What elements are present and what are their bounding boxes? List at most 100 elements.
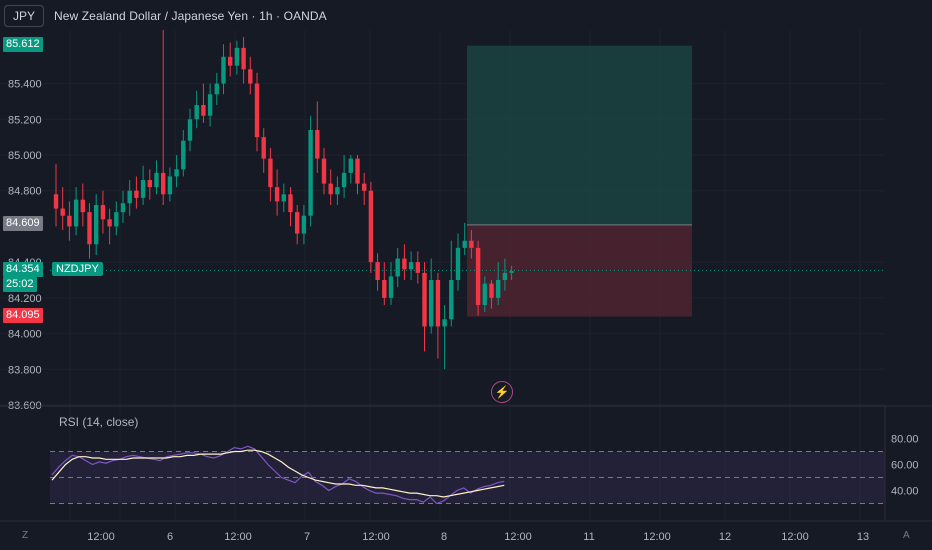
candle-body bbox=[462, 240, 467, 248]
candle-body bbox=[489, 283, 494, 298]
candle-body bbox=[73, 199, 79, 227]
candle-body bbox=[80, 199, 85, 213]
candle-body bbox=[53, 194, 59, 209]
time-tick-label: 11 bbox=[583, 531, 594, 543]
stop-price-badge: 84.095 bbox=[3, 308, 43, 323]
candle-body bbox=[187, 119, 193, 141]
candle-body bbox=[415, 262, 420, 273]
symbol-badge: NZDJPY bbox=[52, 262, 103, 276]
price-tick-label: 85.000 bbox=[8, 150, 42, 162]
current-price-badge: 84.354 bbox=[3, 262, 43, 277]
candle-body bbox=[288, 194, 293, 213]
rsi-axis: 80.00 60.00 40.00 bbox=[891, 434, 919, 498]
candle-body bbox=[127, 190, 132, 204]
entry-price-badge: 84.609 bbox=[3, 216, 43, 231]
candle-body bbox=[429, 280, 434, 327]
candle-body bbox=[362, 183, 367, 191]
price-tick-label: 84.000 bbox=[8, 329, 42, 341]
candle-body bbox=[214, 83, 219, 95]
candle-body bbox=[261, 137, 266, 159]
rsi-ma-line bbox=[51, 449, 505, 498]
candle-body bbox=[114, 212, 119, 227]
chart-header: JPY New Zealand Dollar / Japanese Yen · … bbox=[4, 4, 327, 28]
price-tick-label: 84.800 bbox=[8, 186, 42, 198]
candle-body bbox=[455, 247, 461, 280]
candle-body bbox=[221, 56, 226, 84]
candle-body bbox=[241, 47, 246, 70]
candle-body bbox=[315, 130, 320, 159]
profit-zone bbox=[467, 45, 692, 225]
auto-scale-corner[interactable]: A bbox=[903, 530, 910, 541]
price-axis: 85.40085.20085.00084.80084.40084.20084.0… bbox=[8, 79, 42, 412]
rsi-tick-label: 80.00 bbox=[891, 434, 919, 446]
price-tick-label: 85.200 bbox=[8, 114, 42, 126]
candle-body bbox=[120, 203, 126, 213]
candle-body bbox=[134, 190, 139, 198]
rsi-label[interactable]: RSI (14, close) bbox=[59, 415, 139, 429]
candle-body bbox=[402, 258, 407, 270]
candle-body bbox=[201, 105, 206, 116]
candle-body bbox=[107, 219, 112, 227]
candle-body bbox=[375, 262, 380, 280]
candle-body bbox=[60, 208, 65, 216]
candle-body bbox=[335, 187, 340, 195]
time-tick-label: 6 bbox=[167, 531, 173, 543]
currency-pill[interactable]: JPY bbox=[4, 5, 45, 27]
time-tick-label: 8 bbox=[441, 531, 447, 543]
candle-body bbox=[228, 56, 233, 66]
candle-body bbox=[341, 172, 347, 188]
candle-body bbox=[161, 172, 166, 195]
target-price-badge: 85.612 bbox=[3, 37, 43, 52]
timezone-corner[interactable]: Z bbox=[22, 530, 29, 541]
candle-body bbox=[301, 215, 307, 234]
candle-body bbox=[194, 105, 199, 120]
candle-body bbox=[207, 94, 213, 116]
candle-body bbox=[87, 212, 92, 245]
candle-body bbox=[388, 276, 394, 298]
time-tick-label: 12:00 bbox=[362, 531, 390, 543]
price-tick-label: 85.400 bbox=[8, 79, 42, 91]
candle-body bbox=[502, 272, 508, 280]
time-tick-label: 12:00 bbox=[643, 531, 671, 543]
time-tick-label: 12:00 bbox=[504, 531, 532, 543]
candle-body bbox=[382, 280, 387, 298]
time-axis: 12:00 6 12:00 7 12:00 8 12:00 11 12:00 12 12:00 13 bbox=[0, 520, 932, 543]
bolt-icon[interactable]: ⚡ bbox=[491, 381, 513, 403]
rsi-tick-label: 60.00 bbox=[891, 460, 919, 472]
candle-body bbox=[449, 280, 454, 320]
candle-body bbox=[348, 158, 353, 173]
candle-body bbox=[395, 258, 400, 277]
candle-body bbox=[435, 280, 441, 327]
candle-body bbox=[268, 158, 273, 188]
candle-body bbox=[248, 69, 253, 84]
grid-lines bbox=[0, 30, 885, 520]
candle-body bbox=[147, 180, 152, 188]
candle-body bbox=[100, 205, 106, 220]
candle-body bbox=[482, 283, 487, 305]
candle-body bbox=[469, 240, 474, 248]
candle-body bbox=[174, 169, 179, 177]
countdown-badge: 25:02 bbox=[3, 277, 37, 292]
candle-body bbox=[308, 130, 313, 216]
candle-body bbox=[94, 205, 99, 245]
candle-body bbox=[355, 158, 360, 184]
candle-body bbox=[368, 190, 374, 263]
rsi-line bbox=[51, 445, 505, 505]
candle-body bbox=[234, 47, 240, 66]
candle-body bbox=[140, 180, 146, 198]
candle-body bbox=[254, 83, 260, 138]
candle-body bbox=[442, 319, 447, 327]
candle-body bbox=[328, 183, 333, 195]
candle-body bbox=[295, 212, 300, 234]
time-tick-label: 12 bbox=[719, 531, 731, 543]
candle-body bbox=[167, 176, 173, 195]
rsi-tick-label: 40.00 bbox=[891, 486, 919, 498]
candle-body bbox=[154, 172, 159, 188]
candle-body bbox=[181, 140, 186, 170]
time-tick-label: 12:00 bbox=[224, 531, 252, 543]
candle-body bbox=[67, 215, 72, 227]
time-tick-label: 13 bbox=[857, 531, 869, 543]
candles bbox=[53, 30, 514, 370]
candle-body bbox=[281, 194, 286, 202]
